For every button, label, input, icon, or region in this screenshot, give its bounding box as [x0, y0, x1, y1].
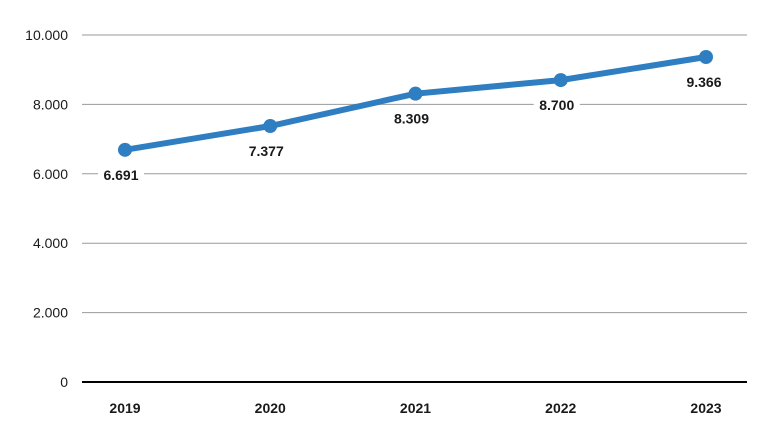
x-tick-label: 2022	[545, 400, 576, 416]
data-point	[263, 119, 277, 133]
data-point	[554, 73, 568, 87]
data-label: 6.691	[103, 167, 138, 183]
y-tick-label: 8.000	[33, 96, 68, 112]
y-tick-label: 6.000	[33, 166, 68, 182]
y-tick-label: 0	[60, 374, 68, 390]
y-tick-label: 10.000	[25, 27, 68, 43]
data-point	[699, 50, 713, 64]
y-axis-ticks: 0 2.000 4.000 6.000 8.000 10.000	[25, 27, 68, 390]
data-label: 8.700	[539, 97, 574, 113]
series-line	[118, 50, 713, 157]
data-label: 8.309	[394, 111, 429, 127]
x-tick-label: 2019	[109, 400, 140, 416]
data-label: 7.377	[249, 143, 284, 159]
x-axis-ticks: 2019 2020 2021 2022 2023	[109, 400, 721, 416]
data-point	[118, 143, 132, 157]
y-tick-label: 2.000	[33, 305, 68, 321]
data-point	[409, 87, 423, 101]
y-tick-label: 4.000	[33, 235, 68, 251]
x-tick-label: 2020	[255, 400, 286, 416]
series-line-path	[125, 57, 706, 150]
data-label: 9.366	[686, 74, 721, 90]
x-tick-label: 2023	[690, 400, 721, 416]
x-tick-label: 2021	[400, 400, 431, 416]
